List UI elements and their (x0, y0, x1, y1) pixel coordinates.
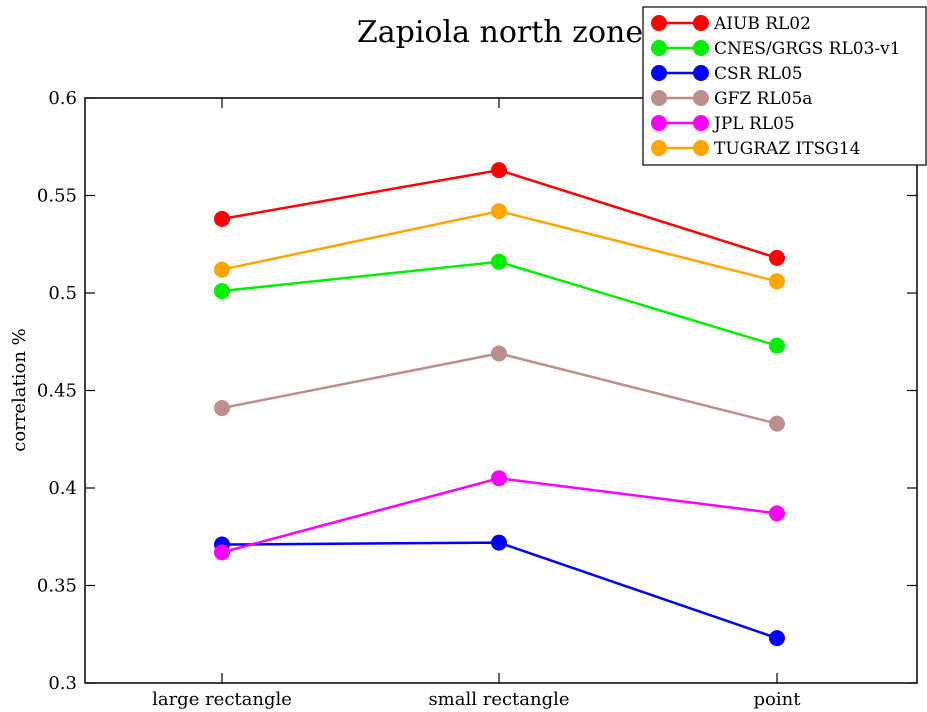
data-point (769, 505, 785, 522)
legend-label: CSR RL05 (714, 64, 803, 84)
legend-item: CNES/GRGS RL03-v1 (651, 39, 901, 59)
y-tick-label: 0.45 (37, 381, 77, 402)
series-layer (214, 162, 785, 647)
legend-item: AIUB RL02 (651, 14, 811, 34)
y-tick-label: 0.55 (37, 186, 77, 207)
legend-item: JPL RL05 (651, 114, 795, 134)
data-point (491, 345, 507, 362)
y-tick-label: 0.5 (48, 283, 77, 304)
data-point (769, 630, 785, 647)
data-point (214, 544, 230, 561)
series-0 (214, 162, 785, 266)
data-point (491, 203, 507, 220)
legend-swatch-marker (693, 115, 709, 131)
data-point (491, 470, 507, 487)
legend-swatch-marker (651, 65, 667, 81)
y-tick-label: 0.35 (37, 576, 77, 597)
legend-item: CSR RL05 (651, 64, 803, 84)
series-4 (214, 470, 785, 561)
legend-swatch-marker (651, 15, 667, 31)
data-point (214, 283, 230, 300)
data-point (214, 261, 230, 278)
y-axis-label: correlation % (9, 328, 30, 452)
series-line (221, 209, 778, 283)
data-point (769, 337, 785, 354)
data-point (214, 400, 230, 417)
series-2 (214, 534, 785, 647)
legend: AIUB RL02 CNES/GRGS RL03-v1 CSR RL05 GFZ RL… (642, 6, 927, 166)
data-point (769, 415, 785, 432)
series-line (221, 541, 778, 640)
series-5 (214, 203, 785, 290)
legend-swatch-marker (693, 90, 709, 106)
series-line (221, 352, 778, 425)
legend-swatch-marker (651, 40, 667, 56)
y-tick-label: 0.3 (48, 673, 77, 694)
legend-item: GFZ RL05a (651, 89, 812, 109)
legend-label: CNES/GRGS RL03-v1 (714, 39, 901, 59)
legend-item: TUGRAZ ITSG14 (651, 139, 860, 159)
series-line (221, 260, 778, 347)
x-tick-label: large rectangle (152, 689, 292, 710)
data-point (491, 534, 507, 551)
legend-swatch-marker (693, 140, 709, 156)
legend-label: GFZ RL05a (714, 89, 812, 109)
series-1 (214, 253, 785, 354)
y-tick-label: 0.6 (48, 88, 77, 109)
data-point (491, 162, 507, 179)
x-tick-label: point (754, 689, 802, 710)
legend-swatch-marker (693, 15, 709, 31)
legend-swatch-marker (651, 115, 667, 131)
legend-label: TUGRAZ ITSG14 (714, 139, 860, 159)
y-tick-label: 0.4 (48, 478, 77, 499)
data-point (491, 253, 507, 270)
chart-title: Zapiola north zone (357, 15, 643, 50)
x-tick-label: small rectangle (428, 689, 569, 710)
legend-swatch-marker (693, 65, 709, 81)
legend-swatch-marker (693, 40, 709, 56)
data-point (769, 273, 785, 290)
legend-label: JPL RL05 (712, 114, 795, 134)
y-axis: 0.3 0.35 0.4 0.45 0.5 0.55 0.6 (37, 88, 917, 694)
data-point (769, 249, 785, 266)
legend-box (642, 6, 927, 166)
data-point (214, 210, 230, 227)
legend-label: AIUB RL02 (713, 14, 811, 34)
series-3 (214, 345, 785, 432)
legend-swatch-marker (651, 90, 667, 106)
plot-area-frame (84, 97, 918, 684)
legend-swatch-marker (651, 140, 667, 156)
